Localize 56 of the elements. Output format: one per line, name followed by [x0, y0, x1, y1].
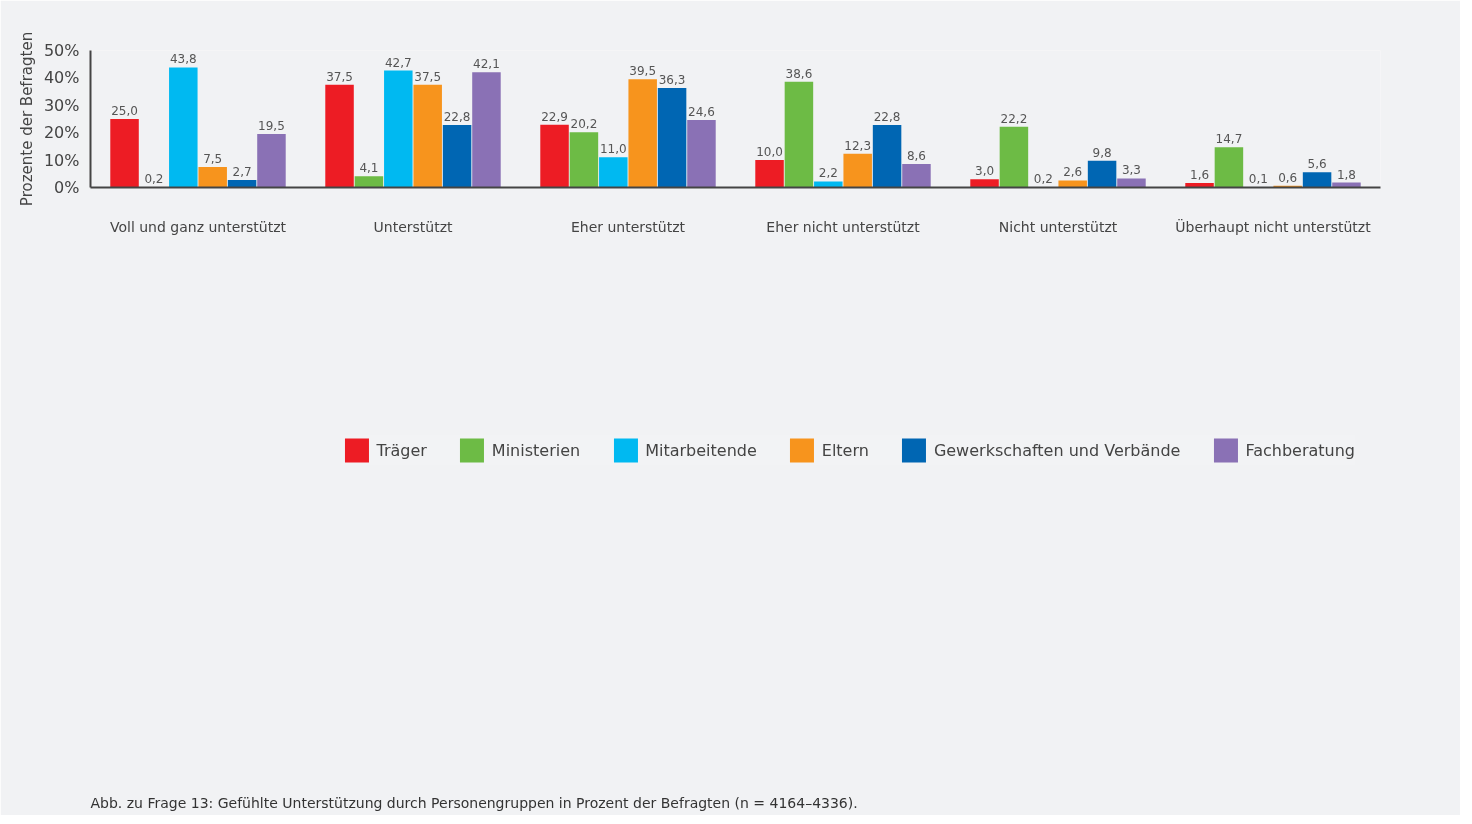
data-label: 14,7: [1215, 132, 1243, 147]
x-tick-label: Eher nicht unterstützt: [766, 218, 921, 235]
y-axis-title: Prozente der Befragten: [17, 31, 36, 207]
data-label: 24,6: [688, 105, 715, 120]
x-tick-label: Nicht unterstützt: [998, 218, 1118, 235]
data-label: 2,7: [232, 165, 252, 180]
data-label: 25,0: [111, 104, 138, 118]
data-label: 0,2: [144, 171, 164, 186]
y-tick-label: 40%: [43, 68, 80, 88]
y-tick-label: 30%: [43, 95, 80, 115]
data-label: 20,2: [570, 117, 598, 132]
data-label: 38,6: [785, 66, 813, 81]
x-tick-label: Überhaupt nicht unterstützt: [1175, 217, 1372, 235]
data-label: 0,2: [1033, 171, 1053, 186]
legend-label: Ministerien: [491, 440, 581, 460]
data-label: 43,8: [169, 52, 197, 67]
y-tick-label: 20%: [43, 123, 80, 143]
legend-label: Gewerkschaften und Verbände: [933, 440, 1181, 460]
data-label: 0,6: [1278, 170, 1298, 185]
data-label: 22,8: [443, 110, 471, 125]
data-label: 10,0: [756, 145, 783, 160]
legend-label: Mitarbeitende: [645, 440, 757, 460]
data-label: 11,0: [599, 142, 627, 157]
data-label: 0,1: [1248, 172, 1268, 187]
data-label: 37,5: [414, 69, 442, 84]
data-label: 42,7: [384, 55, 412, 70]
x-tick-label: Eher unterstützt: [570, 218, 686, 235]
data-label: 2,2: [818, 166, 838, 181]
data-label: 42,1: [473, 57, 500, 72]
legend-label: Fachberatung: [1245, 440, 1355, 460]
data-label: 19,5: [258, 119, 285, 134]
data-label: 8,6: [906, 148, 927, 163]
text: Abb. zu Frage 13: Gefühlte Unterstützung durch Personengruppen in Prozent der Befragten (n = 4164–4336).: [90, 794, 858, 811]
data-label: 12,3: [844, 138, 872, 153]
data-label: 22,9: [541, 109, 568, 124]
data-label: 36,3: [658, 73, 686, 88]
legend-label: Träger: [376, 440, 427, 460]
data-label: 1,8: [1336, 167, 1357, 182]
y-tick-label: 10%: [43, 150, 80, 170]
data-label: 2,6: [1063, 165, 1083, 180]
data-label: 3,3: [1121, 163, 1142, 178]
y-tick-label: 50%: [43, 41, 80, 60]
data-label: 22,8: [873, 110, 901, 125]
data-label: 3,0: [975, 164, 995, 179]
data-label: 37,5: [326, 69, 353, 84]
y-tick-label: 0%: [54, 178, 80, 197]
x-tick-label: Voll und ganz unterstützt: [109, 218, 287, 235]
data-label: 9,8: [1092, 145, 1112, 160]
data-label: 7,5: [203, 151, 223, 166]
data-label: 39,5: [629, 64, 657, 79]
data-label: 1,6: [1190, 168, 1210, 183]
data-label: 5,6: [1307, 157, 1327, 172]
data-label: 22,2: [1000, 111, 1028, 126]
legend-label: Eltern: [821, 440, 869, 460]
data-label: 4,1: [359, 161, 379, 176]
x-tick-label: Unterstützt: [373, 218, 453, 235]
